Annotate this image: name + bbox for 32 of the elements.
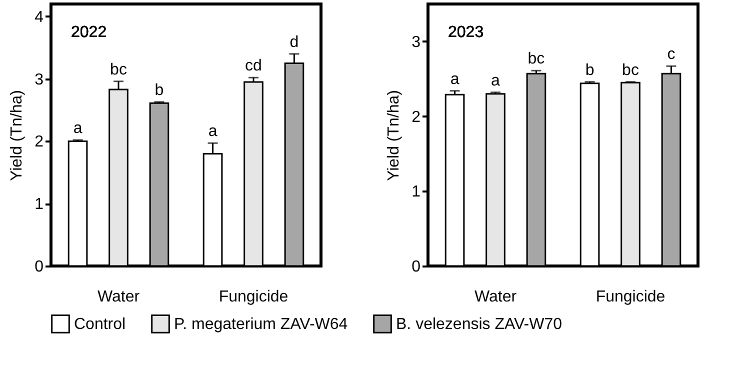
data-label: bc bbox=[110, 61, 127, 78]
legend-label: Control bbox=[74, 316, 126, 333]
text: 2022 bbox=[71, 24, 107, 41]
legend-label: B. velezensis ZAV-W70 bbox=[396, 316, 562, 333]
x-tick-label: Fungicide bbox=[596, 288, 666, 306]
y-tick-label: 0 bbox=[412, 258, 421, 276]
x-tick-label: Fungicide bbox=[218, 288, 288, 306]
y-tick-label: 4 bbox=[34, 8, 44, 26]
y-axis-title: Yield (Tn/ha) bbox=[386, 90, 403, 181]
y-tick-label: 2 bbox=[34, 134, 44, 151]
y-tick-label: 1 bbox=[412, 184, 421, 201]
data-label: a bbox=[73, 120, 82, 137]
y-tick-label: 0 bbox=[34, 258, 44, 276]
y-axis-title: Yield (Tn/ha) bbox=[8, 90, 26, 181]
data-label: a bbox=[491, 72, 500, 90]
text: 2023 bbox=[448, 24, 484, 41]
data-label: d bbox=[290, 34, 299, 51]
y-tick-label: 2 bbox=[412, 108, 421, 126]
data-label: a bbox=[208, 123, 218, 140]
data-label: b bbox=[585, 62, 594, 79]
data-label: bc bbox=[622, 62, 639, 79]
data-label: cd bbox=[245, 58, 262, 75]
x-tick-label: Water bbox=[97, 288, 140, 306]
y-tick-label: 3 bbox=[412, 34, 421, 51]
x-tick-label: Water bbox=[474, 288, 518, 306]
data-label: a bbox=[450, 70, 460, 88]
y-tick-label: 3 bbox=[34, 71, 44, 88]
y-tick-label: 1 bbox=[34, 196, 44, 214]
data-label: b bbox=[154, 82, 164, 99]
data-label: c bbox=[667, 46, 676, 64]
legend-label: P. megaterium ZAV-W64 bbox=[174, 316, 348, 333]
data-label: bc bbox=[528, 50, 545, 68]
